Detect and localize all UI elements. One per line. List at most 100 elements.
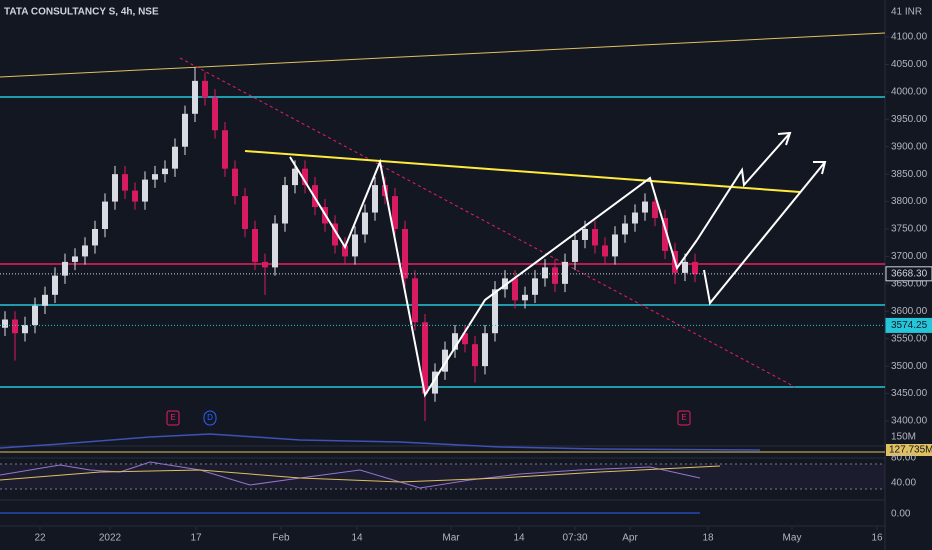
candle-body [542, 267, 548, 279]
candle-body [12, 319, 18, 334]
y-tick-label: 3750.00 [891, 224, 928, 235]
price-tag-label: 3574.25 [891, 320, 928, 331]
candle-body [362, 212, 368, 235]
trend-line [179, 57, 796, 388]
y-tick-label: 3400.00 [891, 416, 928, 427]
candle-body [82, 245, 88, 257]
candle-body [212, 97, 218, 131]
candle-body [352, 234, 358, 257]
candle-body [692, 261, 698, 274]
candle-body [52, 275, 58, 295]
rsi-label: 80.00 [891, 453, 916, 464]
y-tick-label: 3600.00 [891, 306, 928, 317]
y-tick-label: 3450.00 [891, 388, 928, 399]
x-tick-label: 07:30 [562, 533, 587, 544]
candle-body [372, 185, 378, 213]
candle-body [562, 261, 568, 284]
symbol-title: TATA CONSULTANCY S, 4h, NSE [4, 7, 159, 18]
candle-body [272, 223, 278, 268]
candle-body [482, 333, 488, 367]
candle-body [682, 261, 688, 273]
candle-body [72, 256, 78, 262]
candle-body [92, 229, 98, 246]
event-label: E [170, 413, 175, 422]
x-tick-label: Feb [272, 533, 290, 544]
candle-body [462, 333, 468, 345]
candle-body [142, 179, 148, 202]
candle-body [302, 168, 308, 186]
candle-body [422, 322, 428, 394]
drawing [289, 156, 698, 398]
x-tick-label: Apr [622, 533, 638, 544]
candle-body [162, 168, 168, 175]
candle-body [662, 218, 668, 251]
x-tick-label: 14 [351, 533, 363, 544]
y-tick-label: 4050.00 [891, 59, 928, 70]
candle-body [342, 245, 348, 257]
price-tag [885, 266, 932, 282]
candle-body [62, 261, 68, 276]
candle-body [202, 80, 208, 98]
x-tick-label: 2022 [99, 533, 122, 544]
x-tick-label: 17 [190, 533, 202, 544]
x-tick-label: Mar [442, 533, 460, 544]
rsi-line [0, 461, 701, 489]
x-tick-label: 18 [702, 533, 714, 544]
rsi-label: 40.00 [891, 478, 916, 489]
candle-body [292, 168, 298, 186]
macd-label: 0.00 [891, 509, 911, 520]
candle-body [612, 234, 618, 257]
candle-body [102, 201, 108, 229]
candle-body [652, 201, 658, 219]
y-tick-label: 4100.00 [891, 32, 928, 43]
candle-body [432, 371, 438, 394]
candle-body [2, 319, 8, 328]
x-tick-label: May [783, 533, 802, 544]
volume-tag [886, 444, 932, 456]
candle-body [252, 229, 258, 262]
event-marker [677, 410, 691, 426]
price-tag-label: 3668.30 [891, 268, 928, 279]
arrow-head [813, 161, 827, 175]
candle-body [412, 278, 418, 323]
candle-body [182, 113, 188, 147]
trend-line [0, 32, 886, 78]
drawing [696, 132, 791, 241]
candle-body [572, 239, 578, 262]
candle-body [132, 190, 138, 202]
trend-line [244, 150, 801, 193]
x-tick-label: 22 [34, 533, 46, 544]
volume-line [0, 433, 761, 451]
volume-label: 127.735M [889, 445, 932, 456]
candle-body [442, 349, 448, 372]
candle-body [402, 229, 408, 279]
candle-body [222, 130, 228, 169]
candle-body [262, 261, 268, 268]
event-marker [166, 410, 180, 426]
candle-body [602, 245, 608, 257]
candle-body [22, 325, 28, 334]
candle-body [512, 278, 518, 301]
arrow-head [777, 131, 792, 146]
candle-body [502, 278, 508, 290]
candle-body [32, 305, 38, 325]
x-tick-label: 16 [871, 533, 883, 544]
y-tick-label: 3800.00 [891, 196, 928, 207]
candle-body [192, 80, 198, 114]
candle-body [232, 168, 238, 197]
y-tick-label: 3550.00 [891, 333, 928, 344]
y-tick-label: 3900.00 [891, 141, 928, 152]
x-tick-label: 14 [513, 533, 525, 544]
y-tick-label: 3500.00 [891, 361, 928, 372]
candle-body [172, 146, 178, 169]
event-label: D [207, 413, 213, 422]
price-tag [885, 317, 932, 333]
event-label: E [681, 413, 686, 422]
candle-body [592, 229, 598, 246]
candle-body [242, 196, 248, 229]
candle-body [392, 196, 398, 229]
y-tick-label: 3950.00 [891, 114, 928, 125]
y-tick-label: 4000.00 [891, 86, 928, 97]
event-marker [203, 410, 217, 426]
candle-body [532, 278, 538, 295]
